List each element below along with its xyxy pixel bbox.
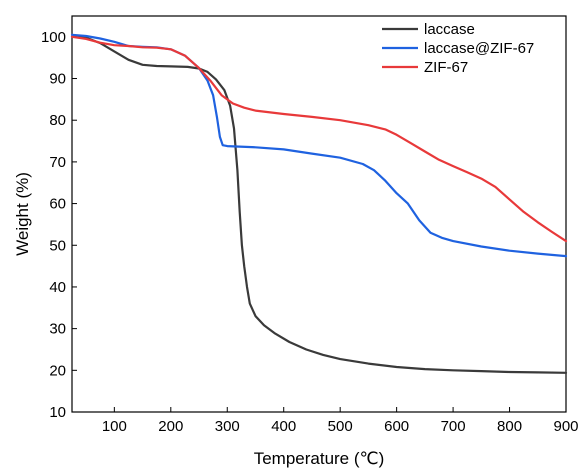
y-tick-label: 30 [49,321,66,338]
x-tick-label: 400 [271,418,296,435]
x-tick-label: 900 [553,418,578,435]
series-line-zif-67 [70,35,568,243]
x-axis-title: Temperature (℃) [254,449,385,468]
y-tick-label: 40 [49,279,66,296]
x-tick-label: 500 [328,418,353,435]
plot-frame [71,15,567,413]
x-tick-label: 600 [384,418,409,435]
y-tick-label: 10 [49,404,66,421]
y-axis-title: Weight (%) [13,172,32,256]
x-tick-label: 100 [102,418,127,435]
x-axis: 100 200 300 400 500 600 700 800 900 [102,407,579,435]
y-tick-label: 20 [49,362,66,379]
x-tick-label: 200 [158,418,183,435]
legend-label-laccase-zif-67: laccase@ZIF-67 [424,40,534,57]
x-tick-label: 700 [441,418,466,435]
y-axis: 10 20 30 40 50 60 70 80 90 100 [41,29,77,421]
y-tick-label: 100 [41,29,66,46]
series-line-laccase [70,35,568,374]
legend-label-laccase: laccase [424,21,475,38]
y-tick-label: 60 [49,196,66,213]
y-tick-label: 50 [49,237,66,254]
y-tick-label: 70 [49,154,66,171]
y-tick-label: 90 [49,71,66,88]
legend: laccase laccase@ZIF-67 ZIF-67 [382,21,534,76]
y-tick-label: 80 [49,112,66,129]
x-tick-label: 800 [497,418,522,435]
series-line-laccase-zif-67 [70,33,568,258]
x-tick-label: 300 [215,418,240,435]
series-lines [70,33,568,374]
legend-label-zif-67: ZIF-67 [424,59,468,76]
